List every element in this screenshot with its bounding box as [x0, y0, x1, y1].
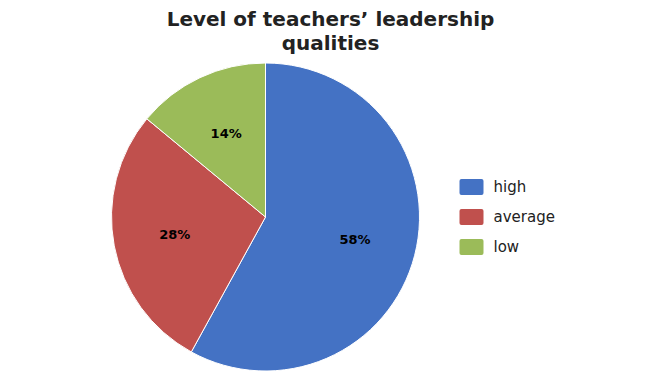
data-labels: 58% 28% 14%: [159, 126, 370, 248]
chart-title-line: Level of teachers’ leadership: [167, 7, 495, 31]
pie: [112, 63, 420, 371]
legend: high average low: [460, 178, 555, 256]
data-label: 14%: [211, 126, 242, 141]
chart-svg: Level of teachers’ leadershipqualities 58…: [0, 0, 661, 376]
legend-label: average: [494, 208, 555, 226]
chart-container: Level of teachers’ leadershipqualities 58…: [0, 0, 661, 376]
legend-label: low: [494, 238, 520, 256]
legend-swatch: [460, 179, 484, 195]
data-label: 58%: [339, 232, 370, 247]
legend-swatch: [460, 209, 484, 225]
legend-swatch: [460, 239, 484, 255]
data-label: 28%: [159, 227, 190, 242]
legend-label: high: [494, 178, 527, 196]
pie-slice: [147, 63, 266, 217]
chart-title: Level of teachers’ leadershipqualities: [167, 7, 495, 55]
chart-title-line: qualities: [282, 31, 380, 55]
